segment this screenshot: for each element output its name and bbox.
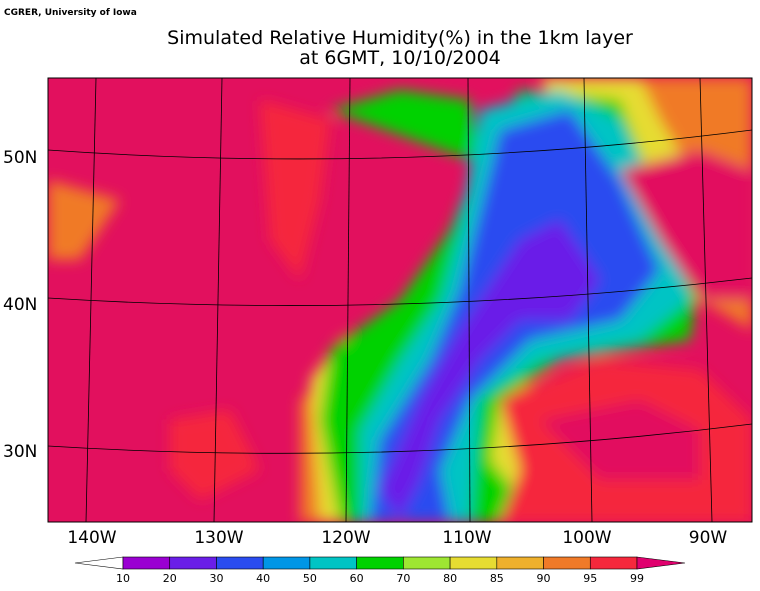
colorbar-label: 30 xyxy=(209,572,223,585)
colorbar-arrow xyxy=(636,556,686,570)
colorbar-segment xyxy=(449,556,498,570)
colorbar-segment xyxy=(309,556,357,570)
colorbar-label: 40 xyxy=(256,572,270,585)
colorbar-segment xyxy=(122,556,171,570)
colorbar-segment xyxy=(403,556,451,570)
humidity-field xyxy=(48,78,752,522)
longitude-label: 110W xyxy=(442,528,491,548)
colorbar-segment xyxy=(496,556,544,570)
credit: CGRER, University of Iowa xyxy=(4,8,137,18)
longitude-label: 100W xyxy=(562,528,611,548)
latitude-label: 40N xyxy=(3,295,37,315)
colorbar-label: 90 xyxy=(537,572,551,585)
colorbar-label: 70 xyxy=(396,572,410,585)
title-line: Simulated Relative Humidity(%) in the 1k… xyxy=(167,27,633,49)
colorbar-label: 50 xyxy=(303,572,317,585)
colorbar-label: 10 xyxy=(116,572,130,585)
colorbar-label: 95 xyxy=(583,572,597,585)
colorbar-segment xyxy=(216,556,264,570)
colorbar-segment xyxy=(543,556,591,570)
latitude-label: 50N xyxy=(3,148,37,168)
title-line: at 6GMT, 10/10/2004 xyxy=(299,47,501,69)
longitude-label: 140W xyxy=(67,528,116,548)
colorbar-segment xyxy=(169,556,217,570)
colorbar-arrow xyxy=(74,556,124,570)
colorbar-label: 80 xyxy=(443,572,457,585)
longitude-label: 130W xyxy=(194,528,243,548)
colorbar-segment xyxy=(356,556,404,570)
colorbar-label: 60 xyxy=(350,572,364,585)
colorbar-label: 85 xyxy=(490,572,504,585)
colorbar-label: 20 xyxy=(163,572,177,585)
colorbar-segment xyxy=(589,556,638,570)
map-frame xyxy=(47,77,753,523)
longitude-label: 90W xyxy=(689,528,728,548)
longitude-label: 120W xyxy=(321,528,370,548)
colorbar-segment xyxy=(262,556,311,570)
colorbar-label: 99 xyxy=(630,572,644,585)
latitude-label: 30N xyxy=(3,442,37,462)
